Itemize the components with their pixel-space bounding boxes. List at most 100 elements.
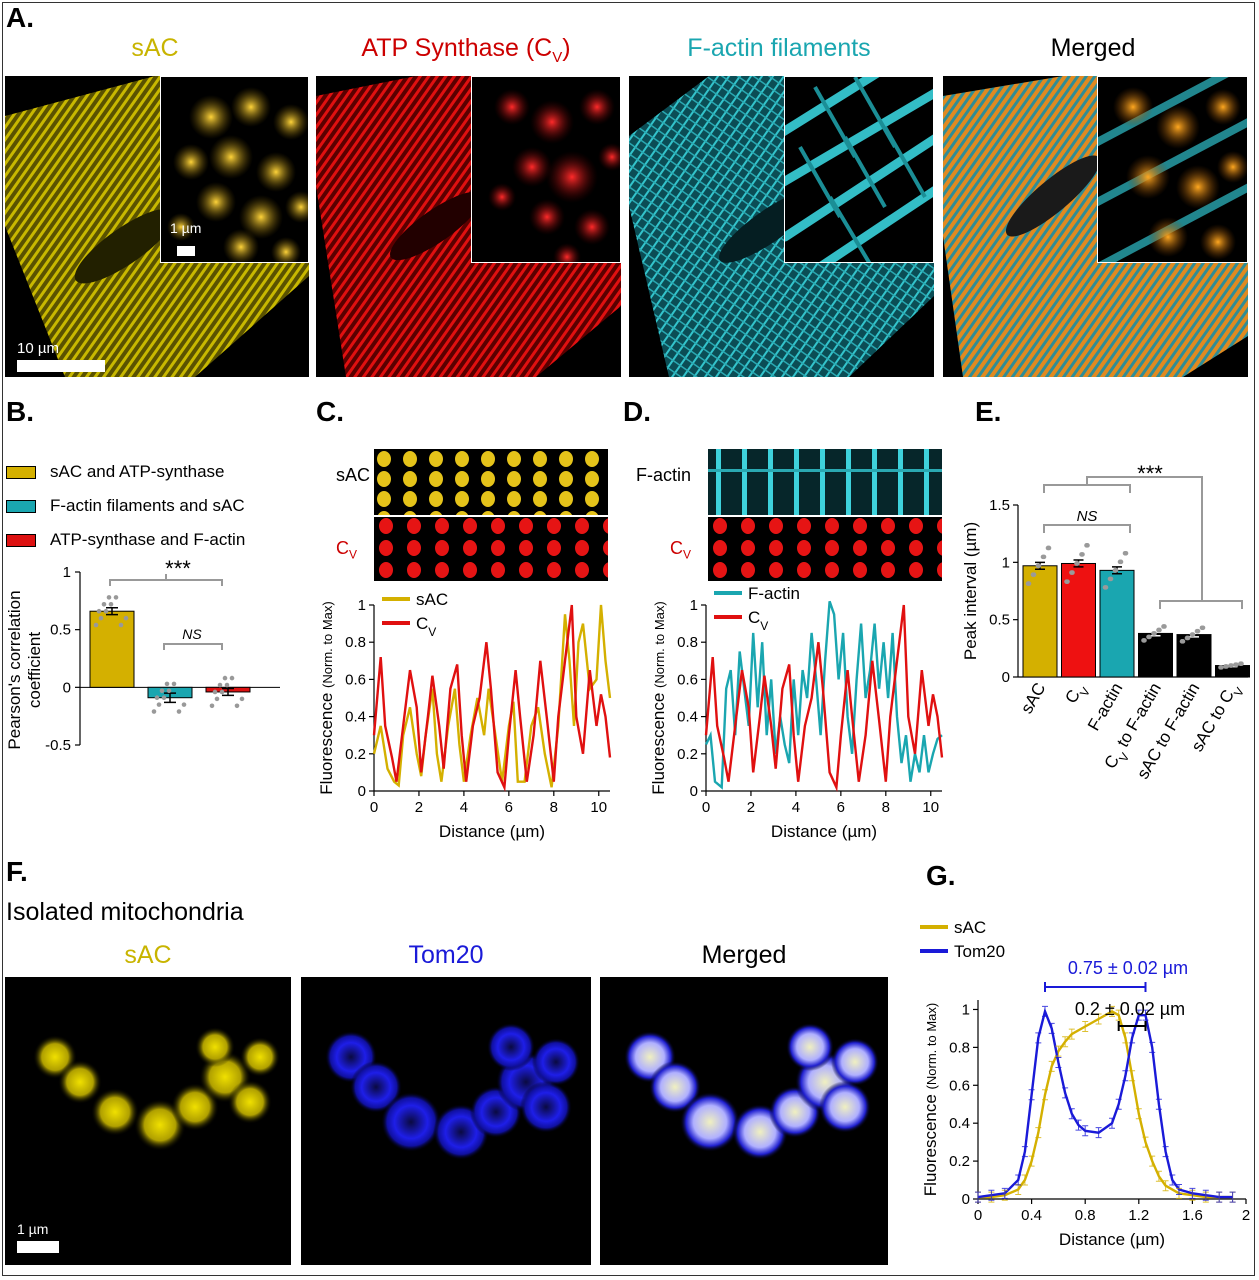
chart-b-point: [118, 622, 124, 628]
chart-g-errorbar: [1115, 1009, 1122, 1021]
chart-g-errorbar: [1028, 1089, 1035, 1101]
chart-c-ylabel: Fluorescence (Norm. to Max): [317, 601, 336, 794]
chart-c-xtick-label: 6: [505, 799, 513, 816]
chart-c-xtick-label: 10: [590, 799, 607, 816]
chart-e-sig-ns: NS: [1077, 508, 1098, 525]
chart-b-point: [229, 675, 235, 681]
chart-g-errorbar: [1149, 1041, 1156, 1053]
chart-b-point: [96, 608, 102, 614]
chart-b-point: [101, 601, 107, 607]
panel-e-label: E.: [975, 396, 1002, 427]
strip-label-cv-d: CV: [670, 538, 692, 562]
chart-b-ytick-label: -0.5: [45, 737, 71, 754]
chart-g-xlabel: Distance (µm): [1059, 1230, 1165, 1249]
chart-b-point: [181, 702, 187, 707]
chart-g-errorbar: [1109, 1005, 1115, 1017]
chart-e-point: [1185, 635, 1191, 641]
chart-b-point: [151, 709, 157, 714]
chart-c-ytick-label: 0: [358, 783, 366, 800]
chart-g-series-line: [978, 1010, 1233, 1199]
chart-b-point: [108, 601, 114, 607]
chart-b-ylabel-1: Pearson's correlation: [5, 590, 24, 749]
chart-e-point: [1085, 543, 1090, 548]
chart-b-point: [176, 709, 182, 714]
chart-e-point: [1041, 554, 1047, 560]
chart-e-point: [1075, 561, 1080, 566]
chart-b-point: [161, 695, 167, 701]
chart-g-errorbar: [1042, 1005, 1048, 1017]
chart-g-errorbar: [1135, 1108, 1142, 1120]
chart-b-point: [154, 695, 160, 701]
chart-g-errorbar: [1095, 1127, 1102, 1139]
title-atp-synthase: ATP Synthase (CV): [361, 34, 571, 66]
chart-e-point: [1195, 628, 1201, 634]
chart-g-legend-label: Tom20: [954, 942, 1005, 961]
chart-c-ytick-label: 0.4: [345, 709, 366, 726]
chart-g-errorbar: [1109, 1117, 1115, 1129]
strips-c: [374, 449, 608, 581]
chart-g-plot: 0 0.2 0.4 0.6 0.8 1 0 0.4 0.8 1.2 1.6 2 Distance (µm…: [920, 918, 1250, 1249]
chart-g-annotation-blue: 0.75 ± 0.02 µm: [1068, 958, 1188, 978]
inset-scale-bar: [177, 246, 195, 256]
chart-e-ytick-label: 0: [1002, 669, 1010, 686]
chart-e-category-label: CV: [1061, 680, 1093, 710]
panel-a-label: A.: [6, 2, 34, 33]
chart-g-ytick-label: 0.4: [949, 1115, 970, 1132]
chart-g-errorbar: [1062, 1036, 1069, 1048]
title-f-tom20: Tom20: [408, 941, 484, 969]
chart-d-ytick-label: 1: [690, 597, 698, 614]
chart-d-ylabel: Fluorescence (Norm. to Max): [649, 601, 668, 794]
legend-swatch-yellow: [6, 465, 36, 479]
chart-e-point: [1239, 661, 1244, 666]
inset-atp: [471, 76, 621, 263]
chart-g-ytick-label: 0.6: [949, 1077, 970, 1094]
chart-g-xtick-label: 1.6: [1182, 1207, 1203, 1224]
chart-g-errorbar: [1155, 1170, 1162, 1182]
chart-e-point: [1118, 559, 1124, 565]
chart-b-point: [156, 702, 162, 707]
chart-e-point: [1026, 581, 1032, 586]
chart-g-ytick-label: 0: [962, 1191, 970, 1208]
chart-b-sig-top: ***: [165, 556, 191, 581]
chart-c-xtick-label: 8: [550, 799, 558, 816]
chart-g-errorbar: [1048, 1060, 1055, 1072]
chart-g-errorbar: [1176, 1184, 1182, 1196]
strips-d: [708, 449, 942, 581]
chart-b-ylabel-2: coefficient: [25, 632, 44, 709]
chart-g-ytick-label: 0.2: [949, 1153, 970, 1170]
panel-b-label: B.: [6, 396, 34, 427]
inset-sac: [160, 76, 309, 263]
chart-d-ytick-label: 0: [690, 783, 698, 800]
chart-b-point: [166, 688, 172, 694]
chart-c-ytick-label: 0.8: [345, 634, 366, 651]
panel-f-label: F.: [6, 856, 28, 887]
f-scale-bar: [17, 1241, 59, 1253]
chart-g-errorbar: [1055, 1045, 1062, 1057]
chart-g-errorbar: [1135, 1009, 1142, 1021]
chart-g-errorbar: [1068, 1108, 1075, 1120]
mito-merged-cluster: [624, 1023, 879, 1160]
chart-b-plot: -0.5 0 0.5 1: [45, 564, 280, 754]
chart-e-category-label: F-actin: [1084, 680, 1126, 735]
chart-e-ytick-label: 1.5: [989, 497, 1010, 514]
chart-b-errorbar: [164, 692, 176, 704]
chart-e-point: [1224, 664, 1229, 669]
chart-g-legend-label: sAC: [954, 918, 986, 937]
chart-c-legend-label: sAC: [416, 590, 448, 609]
chart-g-xtick-label: 0: [974, 1207, 982, 1224]
chart-g-ytick-label: 1: [962, 1001, 970, 1018]
chart-b-sig-ns: NS: [182, 626, 202, 642]
micrograph-merged: [943, 76, 1248, 377]
chart-e-sig-top: ***: [1137, 461, 1163, 486]
chart-g-errorbar: [1129, 1032, 1136, 1044]
micrograph-factin: [629, 76, 934, 377]
chart-b-point: [98, 615, 104, 621]
title-factin: F-actin filaments: [687, 34, 871, 62]
chart-d-ytick-label: 0.6: [677, 671, 698, 688]
chart-e-point: [1113, 568, 1119, 573]
chart-g-errorbar: [1021, 1146, 1028, 1158]
chart-e-bracket-top: [1043, 476, 1243, 609]
